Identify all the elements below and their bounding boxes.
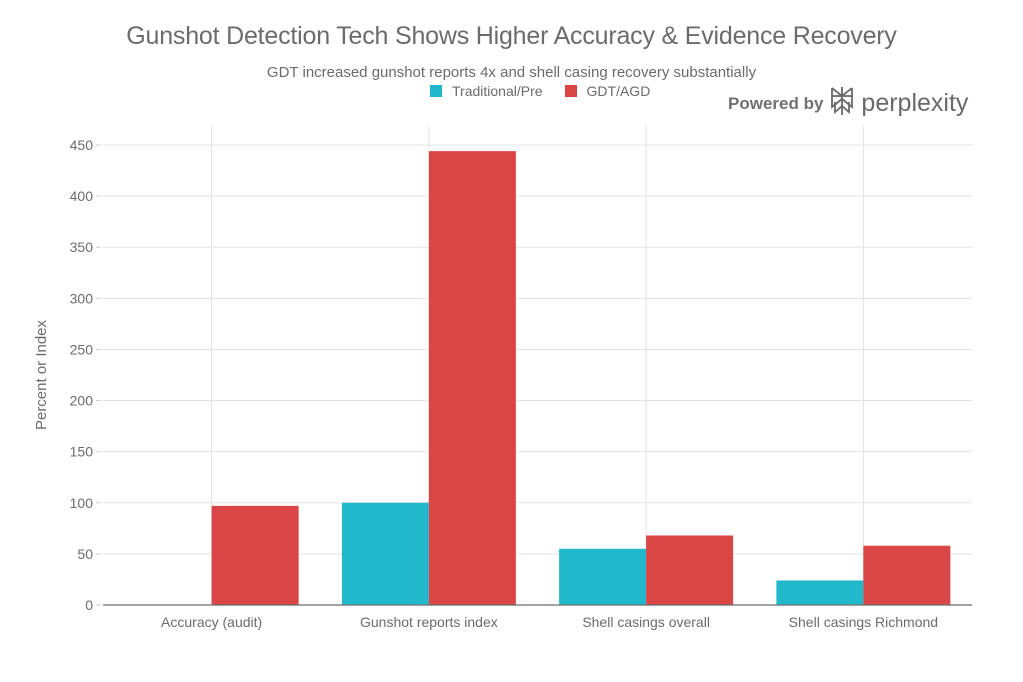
bar-traditional[interactable]	[776, 580, 864, 605]
x-axis-ticks: Accuracy (audit) Gunshot reports index She…	[161, 614, 938, 630]
bar-gdt[interactable]	[211, 505, 299, 605]
x-tick-label: Shell casings Richmond	[789, 614, 938, 630]
perplexity-wordmark: perplexity	[861, 89, 969, 117]
bar-gdt[interactable]	[428, 151, 516, 605]
y-tick-label: 300	[70, 290, 94, 306]
y-tick-label: 250	[70, 341, 94, 357]
y-tick-label: 400	[70, 188, 94, 204]
x-tick-label: Shell casings overall	[582, 614, 710, 630]
bar-gdt[interactable]	[863, 545, 951, 605]
chart-subtitle: GDT increased gunshot reports 4x and she…	[266, 64, 757, 81]
legend-item-traditional[interactable]: Traditional/Pre	[430, 83, 543, 99]
chart-title: Gunshot Detection Tech Shows Higher Accu…	[126, 22, 897, 50]
y-tick-label: 350	[70, 239, 94, 255]
legend-label-traditional: Traditional/Pre	[452, 83, 543, 99]
powered-by-text: Powered by	[728, 93, 824, 113]
legend-item-gdt[interactable]: GDT/AGD	[564, 83, 651, 99]
legend: Traditional/Pre GDT/AGD	[430, 83, 672, 99]
powered-by-branding: Powered by perplexity	[728, 86, 968, 121]
y-tick-label: 50	[77, 546, 93, 562]
legend-swatch-traditional	[430, 85, 442, 97]
y-tick-label: 200	[70, 393, 94, 409]
perplexity-logo-icon	[829, 86, 855, 121]
bars	[211, 151, 951, 605]
y-tick-label: 0	[85, 597, 93, 613]
y-axis-ticks: 0 50 100 150 200 250 300 350 400 450	[70, 137, 101, 613]
y-tick-label: 100	[70, 495, 94, 511]
legend-label-gdt: GDT/AGD	[586, 83, 651, 99]
x-tick-label: Accuracy (audit)	[161, 614, 262, 630]
y-axis-label: Percent or Index	[33, 319, 50, 430]
bar-gdt[interactable]	[646, 535, 734, 605]
x-tick-label: Gunshot reports index	[360, 614, 498, 630]
y-tick-label: 150	[70, 444, 94, 460]
bar-traditional[interactable]	[341, 502, 429, 605]
legend-swatch-gdt	[564, 85, 577, 97]
bar-traditional[interactable]	[559, 548, 647, 605]
y-tick-label: 450	[70, 137, 94, 153]
